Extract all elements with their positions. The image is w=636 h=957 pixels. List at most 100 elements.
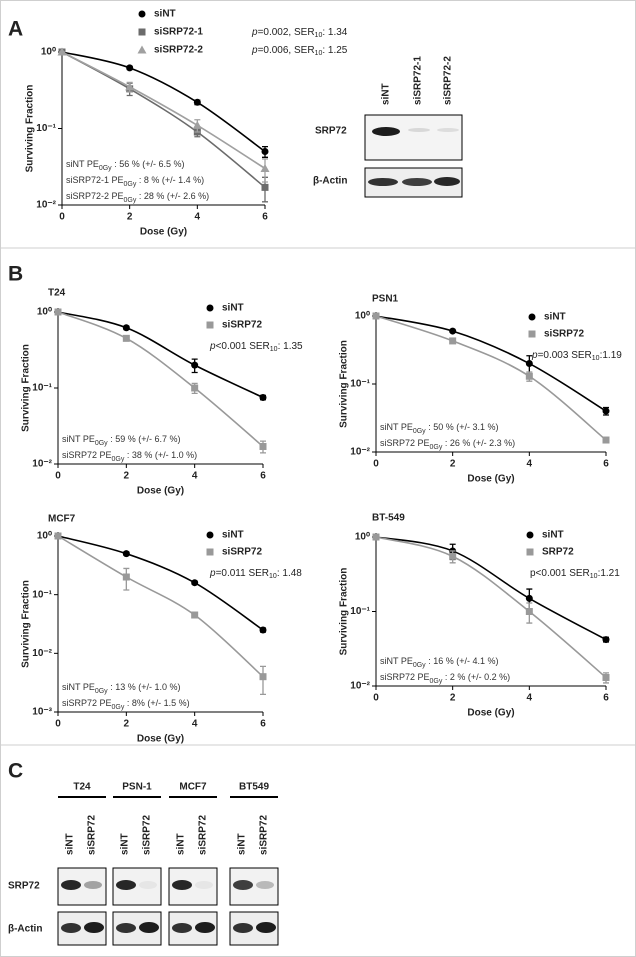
blot-band: [195, 881, 213, 889]
text-part: : 1.34: [322, 27, 347, 38]
text-part: : 2 % (+/- 0.2 %): [442, 672, 510, 682]
x-tick-label: 4: [192, 471, 198, 482]
x-axis-label: Dose (Gy): [137, 734, 184, 745]
pe-annotation: siNT PE0Gy : 16 % (+/- 4.1 %): [380, 656, 498, 669]
y-axis-label: Surviving Fraction: [339, 568, 350, 656]
row-label: SRP72: [8, 881, 40, 892]
cell-line-label: MCF7: [179, 782, 207, 793]
cell-line-label: BT549: [239, 782, 269, 793]
lane-label: siNT: [237, 833, 248, 855]
row-label: β-Actin: [8, 924, 42, 935]
fit-curve: [375, 536, 607, 679]
y-axis-label: Surviving Fraction: [21, 344, 32, 432]
legend-entry: siSRP72: [206, 547, 262, 558]
legend-label: siNT: [222, 530, 244, 541]
lane-label: siSRP72-1: [413, 56, 424, 105]
lane-label: siSRP72-2: [443, 56, 454, 105]
text-part: p: [251, 27, 258, 38]
pe-annotation: siSRP72 PE0Gy : 2 % (+/- 0.2 %): [380, 672, 510, 685]
blot-band: [84, 881, 102, 889]
error-bar: [260, 665, 266, 695]
x-tick-label: 2: [124, 471, 130, 482]
marker: [261, 183, 269, 191]
blot-band: [256, 881, 274, 889]
chart-title: MCF7: [48, 514, 76, 525]
marker: [602, 407, 610, 415]
legend-entry: siNT: [138, 9, 176, 20]
marker: [602, 636, 610, 644]
x-tick-label: 6: [262, 212, 268, 223]
x-axis-label: Dose (Gy): [467, 708, 514, 719]
marker: [525, 594, 533, 602]
text-part: 10: [270, 346, 278, 353]
text-part: : 1.35: [278, 341, 303, 352]
text-part: =0.002, SER: [258, 27, 315, 38]
fit-curve: [57, 535, 264, 631]
text-part: : 59 % (+/- 6.7 %): [108, 434, 181, 444]
blot-band: [139, 922, 159, 933]
text-part: siSRP72-1 PE: [66, 175, 124, 185]
legend-label: siSRP72-1: [154, 27, 203, 38]
marker: [525, 372, 533, 380]
marker: [125, 82, 135, 91]
blot-band: [61, 880, 81, 890]
marker: [191, 384, 199, 392]
text-part: 10: [590, 573, 598, 580]
text-part: 0Gy: [112, 704, 125, 711]
marker: [372, 533, 380, 541]
marker: [449, 337, 457, 345]
x-tick-label: 2: [450, 693, 456, 704]
text-part: 0Gy: [95, 688, 108, 695]
legend-marker: [206, 548, 214, 556]
x-tick-label: 2: [450, 459, 456, 470]
text-part: =0.006, SER: [258, 45, 315, 56]
legend-label: siNT: [544, 312, 566, 323]
text-part: 0Gy: [413, 428, 426, 435]
marker: [122, 324, 130, 332]
marker: [122, 334, 130, 342]
legend-marker: [526, 531, 534, 539]
cell-line-label: T24: [73, 782, 91, 793]
marker: [449, 327, 457, 335]
text-part: : 38 % (+/- 1.0 %): [124, 450, 197, 460]
y-tick-label: 10⁰: [37, 531, 52, 542]
marker: [122, 573, 130, 581]
text-part: 0Gy: [112, 456, 125, 463]
marker: [525, 360, 533, 368]
legend-marker: [206, 304, 214, 312]
lane-label: siSRP72: [198, 815, 209, 855]
y-tick-label: 10⁻¹: [36, 123, 56, 134]
blot-band: [434, 177, 460, 186]
legend-marker: [206, 321, 214, 329]
marker: [122, 550, 130, 558]
chart-title: T24: [48, 288, 66, 299]
marker: [259, 393, 267, 401]
text-part: 0Gy: [430, 678, 443, 685]
text-part: : 26 % (+/- 2.3 %): [442, 438, 515, 448]
text-part: siNT PE: [62, 434, 95, 444]
y-tick-label: 10⁻²: [36, 200, 56, 211]
x-tick-label: 0: [373, 459, 379, 470]
marker: [54, 308, 62, 316]
panel-label: B: [8, 263, 23, 286]
lane-label: siNT: [120, 833, 131, 855]
text-part: 10: [315, 32, 323, 39]
x-tick-label: 0: [55, 471, 61, 482]
x-tick-label: 0: [59, 212, 65, 223]
lane-label: siSRP72: [142, 815, 153, 855]
blot-band: [437, 128, 459, 132]
fit-curve: [57, 535, 264, 678]
legend-label: siNT: [222, 303, 244, 314]
marker: [372, 312, 380, 320]
text-part: siNT PE: [62, 682, 95, 692]
text-part: 0Gy: [413, 662, 426, 669]
text-part: p: [209, 568, 216, 579]
y-tick-label: 10⁻²: [32, 459, 52, 470]
stats-note: p<0.001 SER10:1.21: [530, 568, 620, 581]
legend-entry: siNT: [206, 530, 244, 541]
legend-label: siNT: [542, 530, 564, 541]
stats-note: p=0.011 SER10: 1.48: [209, 568, 302, 581]
pe-annotation: siNT PE0Gy : 59 % (+/- 6.7 %): [62, 434, 180, 447]
legend-stats: p=0.006, SER10: 1.25: [251, 45, 348, 58]
